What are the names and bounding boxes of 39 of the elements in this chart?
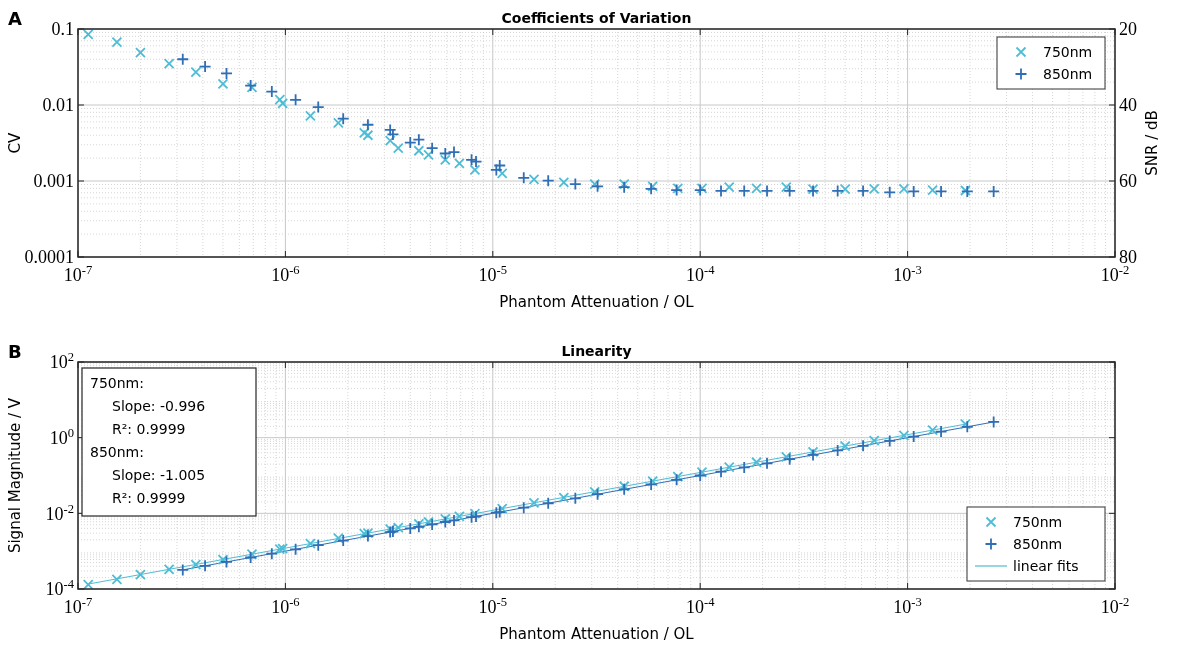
x-tick-label: 10$^{-6}$ — [271, 263, 300, 285]
x-tick-label: 10$^{-4}$ — [685, 595, 716, 617]
y2-tick-label: 60 — [1119, 171, 1137, 192]
annotation: Slope: -1.005 — [112, 467, 206, 483]
x-tick-label: 10$^{-3}$ — [893, 263, 922, 285]
legend-label: linear fits — [1013, 557, 1079, 574]
text: B — [8, 341, 22, 362]
x-tick-label: 10$^{-2}$ — [1100, 263, 1130, 285]
y-tick-label: 0.001 — [33, 171, 74, 192]
legend-label: 850nm — [1043, 65, 1093, 82]
annotation: 850nm: — [90, 444, 144, 460]
x-axis-title: Phantom Attenuation / OL — [499, 293, 695, 311]
y-axis-title: Signal Magnitude / V — [6, 397, 24, 554]
y-tick-label: 10$^{-2}$ — [45, 501, 74, 524]
annotation: Slope: -0.996 — [112, 398, 206, 414]
y-axis-title: CV — [6, 131, 24, 154]
y-tick-label: 10$^{0}$ — [49, 425, 74, 448]
x-axis-title: Phantom Attenuation / OL — [499, 625, 695, 643]
x-tick-label: 10$^{-5}$ — [478, 263, 508, 285]
x-tick-label: 10$^{-6}$ — [271, 595, 300, 617]
y2-tick-label: 40 — [1119, 95, 1137, 116]
y2-axis-title: SNR / dB — [1143, 110, 1161, 176]
legend-label: 850nm — [1013, 535, 1063, 552]
y2-tick-label: 20 — [1119, 19, 1137, 40]
annotation: 750nm: — [90, 375, 144, 391]
annotation: R²: 0.9999 — [112, 490, 186, 506]
x-tick-label: 10$^{-5}$ — [478, 595, 508, 617]
legend-label: 750nm — [1013, 513, 1063, 530]
text: A — [8, 8, 22, 29]
y-tick-label: 0.1 — [51, 19, 74, 40]
x-tick-label: 10$^{-4}$ — [685, 263, 716, 285]
annotation: R²: 0.9999 — [112, 421, 186, 437]
chart-title: Coefficients of Variation — [501, 10, 692, 26]
legend-label: 750nm — [1043, 43, 1093, 60]
y-tick-label: 0.01 — [42, 95, 74, 116]
y-tick-label: 10$^{2}$ — [49, 350, 74, 373]
x-tick-label: 10$^{-3}$ — [893, 595, 922, 617]
chart-title: Linearity — [561, 343, 632, 359]
x-tick-label: 10$^{-2}$ — [1100, 595, 1130, 617]
